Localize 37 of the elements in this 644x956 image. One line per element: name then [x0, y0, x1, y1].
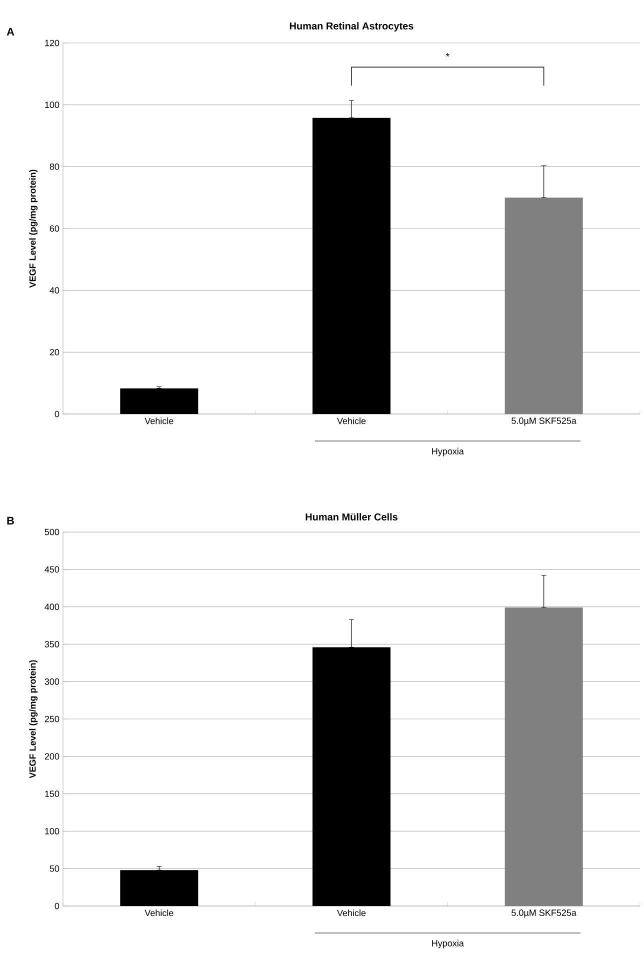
y-tick-label: 40	[50, 287, 60, 294]
y-tick-label: 0	[54, 410, 60, 418]
y-tick-label: 450	[44, 566, 60, 573]
text: B	[7, 516, 14, 524]
y-tick-label: 60	[50, 225, 60, 232]
x-tick-label: Vehicle	[337, 418, 366, 424]
y-tick-label: 20	[50, 348, 60, 356]
bar	[120, 388, 198, 414]
text: Hypoxia	[432, 940, 464, 948]
y-tick-label: 150	[45, 790, 60, 797]
y-tick-label: 50	[50, 865, 60, 872]
y-tick-label: 100	[45, 102, 60, 108]
y-tick-label: 250	[44, 716, 60, 722]
annotation: *	[446, 52, 450, 57]
y-tick-label: 350	[44, 641, 60, 648]
y-axis-title: VEGF Level (pg/mg protein)	[29, 170, 38, 288]
y-tick-label: 500	[44, 528, 60, 536]
y-tick-label: 400	[44, 604, 60, 610]
x-tick-label: 5.0µM SKF525a	[512, 910, 576, 918]
bar	[504, 608, 583, 906]
y-tick-label: 200	[44, 753, 60, 760]
bar	[504, 198, 583, 414]
y-tick-label: 0	[54, 902, 60, 910]
bar	[120, 870, 198, 906]
y-tick-label: 120	[45, 40, 60, 46]
y-tick-label: 100	[45, 828, 60, 834]
y-axis-title: VEGF Level (pg/mg protein)	[29, 660, 38, 778]
x-tick-label: Vehicle	[144, 910, 174, 916]
chart-title: Human Retinal Astrocytes	[290, 22, 414, 32]
y-tick-label: 80	[50, 163, 60, 170]
text: A	[6, 28, 14, 36]
text: Hypoxia	[432, 448, 464, 456]
x-tick-label: Vehicle	[337, 910, 366, 916]
x-tick-label: 5.0µM SKF525a	[512, 418, 576, 426]
chart-title: Human Müller Cells	[306, 513, 398, 520]
x-tick-label: Vehicle	[144, 418, 174, 424]
y-tick-label: 300	[44, 678, 60, 685]
